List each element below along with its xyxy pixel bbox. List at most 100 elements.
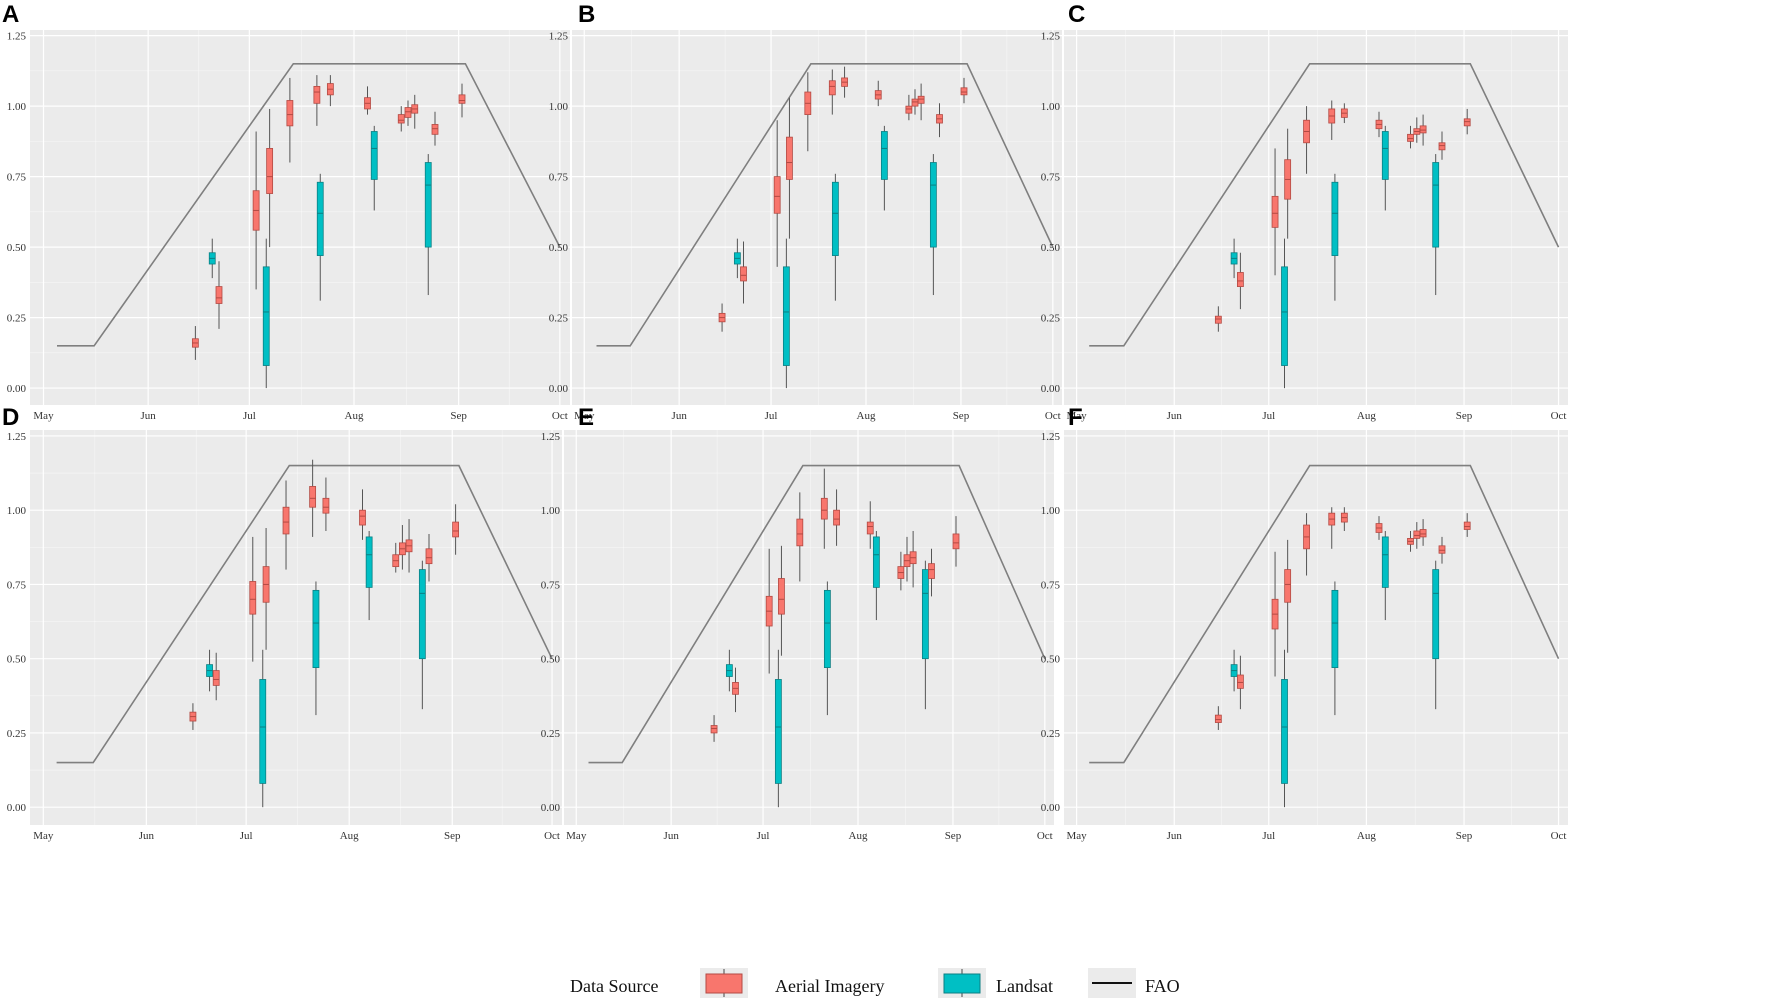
y-tick-label: 0.50 [1041, 654, 1061, 666]
legend-label-aerial: Aerial Imagery [775, 976, 884, 996]
aerial-box [1271, 195, 1279, 228]
aerial-box [452, 521, 460, 538]
landsat-box [418, 569, 426, 660]
aerial-box [249, 581, 257, 615]
x-tick-label: May [574, 410, 595, 422]
panel-B: B 0.00 0.25 0.50 0.75 1.00 1.25 May Jun Jul Aug Sep… [549, 1, 1062, 422]
y-tick-label: 0.75 [7, 579, 27, 591]
x-tick-label: Jun [664, 830, 680, 842]
landsat-box [872, 536, 880, 588]
y-tick-label: 1.25 [1041, 431, 1061, 443]
x-tick-label: Sep [1456, 410, 1473, 422]
aerial-box [928, 563, 935, 579]
y-tick-label: 0.25 [7, 728, 27, 740]
landsat-box [1432, 162, 1440, 248]
fao-curve [57, 62, 561, 347]
aerial-box [866, 521, 874, 535]
aerial-box [1438, 545, 1446, 554]
y-tick-label: 0.75 [7, 172, 27, 184]
x-tick-label: Jul [1262, 410, 1275, 422]
aerial-box [778, 578, 785, 615]
fao-curve [56, 464, 553, 764]
aerial-box [786, 136, 793, 180]
fao-curve [588, 464, 1046, 764]
x-tick-label: Jul [243, 410, 256, 422]
landsat-box [880, 131, 888, 180]
aerial-box [796, 518, 804, 547]
panel-A: A 0.00 0.25 0.50 0.75 1.00 1.25 May Jun Jul Aug Sep… [2, 1, 570, 422]
panel-letter-F: F [1068, 404, 1083, 431]
y-tick-label: 1.00 [1041, 101, 1061, 113]
y-tick-label: 0.50 [541, 654, 561, 666]
fao-curve [1089, 464, 1560, 764]
plot-background [572, 30, 1062, 405]
legend-label-landsat: Landsat [996, 976, 1053, 996]
panel-letter-E: E [578, 404, 594, 431]
landsat-box [262, 266, 270, 366]
x-tick-label: Aug [857, 410, 876, 422]
aerial-box [215, 286, 223, 304]
landsat-box [823, 589, 831, 668]
x-tick-label: Oct [552, 410, 568, 422]
landsat-box [782, 266, 790, 366]
y-tick-label: 0.00 [7, 383, 27, 395]
plot-background [1064, 430, 1568, 825]
y-tick-label: 1.25 [7, 31, 27, 43]
x-tick-label: Aug [345, 410, 364, 422]
y-tick-label: 0.75 [549, 172, 569, 184]
x-tick-label: Aug [849, 830, 868, 842]
landsat-box [1381, 536, 1389, 588]
aerial-box [1419, 529, 1427, 538]
aerial-box [1237, 674, 1244, 689]
aerial-box [313, 85, 321, 104]
y-tick-label: 1.25 [1041, 31, 1061, 43]
panel-D: D 0.00 0.25 0.50 0.75 1.00 1.25 May Jun Jul Aug Sep… [2, 404, 562, 842]
y-tick-label: 0.75 [541, 579, 561, 591]
aerial-box [1237, 272, 1244, 287]
x-tick-label: May [1067, 410, 1088, 422]
x-tick-label: May [33, 410, 54, 422]
x-tick-label: Aug [1357, 830, 1376, 842]
x-tick-label: Aug [1357, 410, 1376, 422]
aerial-box [458, 94, 466, 104]
y-tick-label: 1.00 [7, 505, 27, 517]
aerial-box [359, 509, 366, 526]
fao-curve [1089, 62, 1560, 347]
aerial-box [820, 497, 828, 520]
aerial-box [286, 100, 294, 127]
aerial-box [952, 533, 960, 550]
x-tick-label: Sep [1456, 830, 1473, 842]
aerial-box [1284, 569, 1292, 603]
landsat-box [1331, 181, 1339, 256]
x-tick-label: Aug [340, 830, 359, 842]
landsat-box [259, 679, 267, 784]
aerial-box [1413, 530, 1421, 539]
plot-background [564, 430, 1054, 825]
y-tick-label: 0.50 [7, 654, 27, 666]
y-tick-label: 0.50 [7, 242, 27, 254]
y-tick-label: 0.00 [1041, 802, 1061, 814]
aerial-box [740, 266, 747, 282]
panel-letter-A: A [2, 1, 19, 28]
y-tick-label: 0.00 [541, 802, 561, 814]
y-tick-label: 1.00 [541, 505, 561, 517]
legend-label-fao: FAO [1145, 976, 1180, 996]
aerial-box [1463, 521, 1471, 530]
x-tick-label: Jul [1262, 830, 1275, 842]
panel-letter-C: C [1068, 1, 1085, 28]
aerial-box [397, 114, 405, 124]
aerial-box [266, 148, 274, 194]
aerial-box [322, 497, 330, 514]
x-tick-label: Sep [945, 830, 962, 842]
aerial-box [773, 176, 781, 214]
x-tick-label: Jun [1167, 410, 1183, 422]
aerial-box [282, 506, 290, 535]
x-tick-label: Jun [139, 830, 155, 842]
aerial-box [1214, 315, 1222, 324]
x-tick-label: Oct [1551, 410, 1567, 422]
panel-letter-B: B [578, 1, 595, 28]
landsat-box [1381, 131, 1389, 180]
aerial-box [431, 124, 439, 135]
y-tick-label: 0.25 [1041, 728, 1061, 740]
